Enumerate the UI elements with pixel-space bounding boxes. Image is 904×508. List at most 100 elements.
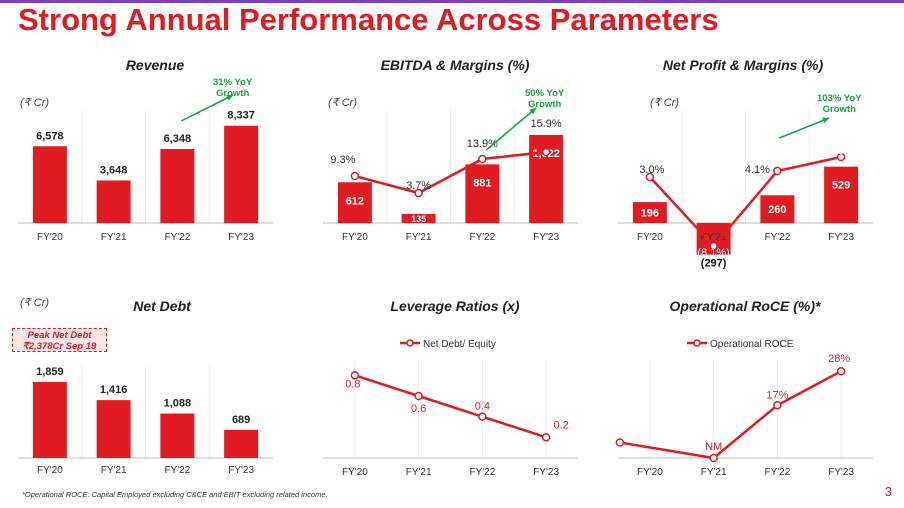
netprofit-unit: (₹ Cr) [650, 97, 679, 109]
netprofit-growth-arrow-shaft [779, 117, 830, 139]
netprofit-growth-label: 103% YoY Growth [817, 93, 862, 115]
series-value-label: 0.8 [345, 378, 360, 390]
margin-point [836, 152, 846, 162]
bar-FY'22 [160, 413, 195, 458]
margin-line [648, 155, 842, 248]
peak-net-debt-line1: Peak Net Debt [27, 330, 92, 341]
bar-FY'21 [96, 180, 131, 223]
x-tick-label: FY'23 [828, 232, 854, 243]
series-value-label: 0.4 [475, 401, 490, 413]
series-point [414, 391, 423, 401]
page-number: 3 [884, 484, 892, 499]
bar-FY'22 [465, 164, 500, 223]
bar-value-label: 1,859 [36, 366, 64, 378]
netprofit-growth-arrow-head [822, 117, 830, 124]
netprofit-growth-line2: Growth [822, 104, 856, 115]
x-tick-label: FY'22 [764, 232, 790, 243]
ebitda-title: EBITDA & Margins (%) [380, 57, 530, 73]
bar-value-label: 529 [832, 180, 850, 192]
bar-value-label: 1,088 [164, 398, 192, 410]
bar-FY'23 [224, 125, 259, 223]
leverage-chart: Net Debt/ Equity FY'20 FY'21 FY'22 FY'23 0.8 0… [323, 339, 578, 478]
margin-label: 4.1% [745, 164, 770, 176]
x-tick-label: FY'21 [101, 465, 127, 476]
margin-point [709, 241, 718, 251]
x-tick-label: FY'21 [406, 467, 432, 478]
bar-FY'20 [32, 382, 67, 458]
series-point [350, 371, 360, 380]
series-line [619, 370, 842, 460]
netprofit-growth-line1: 103% YoY [817, 93, 862, 104]
ebitda-growth-line1: 50% YoY [525, 88, 565, 99]
bar-value-label: 135 [411, 214, 426, 224]
bar-value-label: 612 [346, 195, 364, 207]
bar-value-label: 8,337 [227, 110, 255, 122]
x-tick-label: FY'20 [342, 467, 368, 478]
bar-value-label: 260 [768, 204, 786, 216]
bar-value-label: 1,416 [100, 384, 128, 396]
margin-label: 3.7% [406, 180, 431, 192]
top-accent-bar [0, 0, 904, 3]
margin-label: 6.3% [829, 145, 854, 157]
netdebt-chart: 1,859 FY'20 1,416 FY'21 1,088 FY'22 689 FY'23 [18, 365, 273, 476]
bar-FY'23 [224, 429, 259, 458]
ebitda-unit: (₹ Cr) [328, 97, 357, 109]
x-tick-label: FY'23 [828, 467, 854, 478]
bar-FY'21 [96, 400, 131, 458]
ebitda-growth-arrow-shaft [485, 107, 537, 151]
revenue-growth-line1: 31% YoY [213, 77, 253, 88]
margin-label: 3.0% [639, 164, 664, 176]
ebitda-chart: 612FY'20135FY'21881FY'221,322FY'239.3%3.… [323, 107, 578, 243]
x-tick-label: FY'23 [533, 467, 559, 478]
netprofit-chart: 196 FY'20 (297) FY'21 260 FY'22 529 FY'23 3.0% (8… [618, 110, 873, 270]
margin-point [478, 154, 487, 164]
x-tick-label: FY'20 [637, 467, 663, 478]
revenue-growth-arrow-head [226, 95, 234, 101]
x-tick-label: FY'23 [533, 232, 559, 243]
x-tick-label: FY'21 [406, 232, 432, 243]
bar-value-label: 6,578 [36, 130, 64, 142]
x-tick-label: FY'20 [37, 232, 63, 243]
bar-value-label: (297) [701, 258, 727, 270]
legend-label: Net Debt/ Equity [423, 339, 496, 350]
margin-label: (8.1%) [697, 247, 729, 259]
bar-value-label: 196 [641, 208, 659, 220]
ebitda-growth-arrow-head [529, 108, 537, 115]
x-tick-label: FY'21 [101, 232, 127, 243]
footnote: *Operational ROCE: Capital Employed excl… [22, 490, 328, 499]
roce-title: Operational RoCE (%)* [669, 298, 821, 314]
bar-value-label: 6,348 [164, 133, 192, 145]
legend-label: Operational ROCE [710, 339, 794, 350]
margin-line [354, 150, 547, 195]
series-point [478, 412, 487, 421]
series-point [836, 366, 846, 376]
margin-point [350, 171, 360, 181]
series-line [354, 374, 547, 439]
series-value-label: 17% [766, 389, 788, 401]
page-title: Strong Annual Performance Across Paramet… [18, 2, 719, 37]
bar-FY'21 [401, 214, 436, 223]
peak-net-debt-callout: Peak Net Debt ₹2,378Cr Sep 19 [12, 328, 107, 352]
x-tick-label: FY'23 [228, 232, 254, 243]
bar-FY'23 [824, 166, 859, 223]
x-tick-label: FY'21 [701, 232, 727, 243]
netdebt-unit: (₹ Cr) [20, 297, 49, 309]
bar-value-label: 881 [473, 177, 491, 189]
ebitda-growth-label: 50% YoY Growth [525, 88, 564, 110]
margin-point [773, 166, 782, 176]
series-point [773, 401, 782, 410]
revenue-growth-arrow-shaft [181, 94, 234, 122]
bar-value-label: 689 [232, 414, 250, 426]
margin-label: 9.3% [330, 154, 355, 166]
leverage-title: Leverage Ratios (x) [390, 298, 520, 314]
x-tick-label: FY'20 [342, 232, 368, 243]
x-tick-label: FY'22 [764, 467, 790, 478]
x-tick-label: FY'21 [701, 467, 727, 478]
x-tick-label: FY'20 [637, 232, 663, 243]
legend-swatch-marker [693, 339, 701, 347]
series-value-label: NM [705, 441, 722, 453]
series-point [615, 438, 625, 447]
bar-FY'22 [760, 195, 795, 223]
bar-FY'20 [632, 202, 667, 223]
bar-value-label: 3,648 [100, 164, 128, 176]
